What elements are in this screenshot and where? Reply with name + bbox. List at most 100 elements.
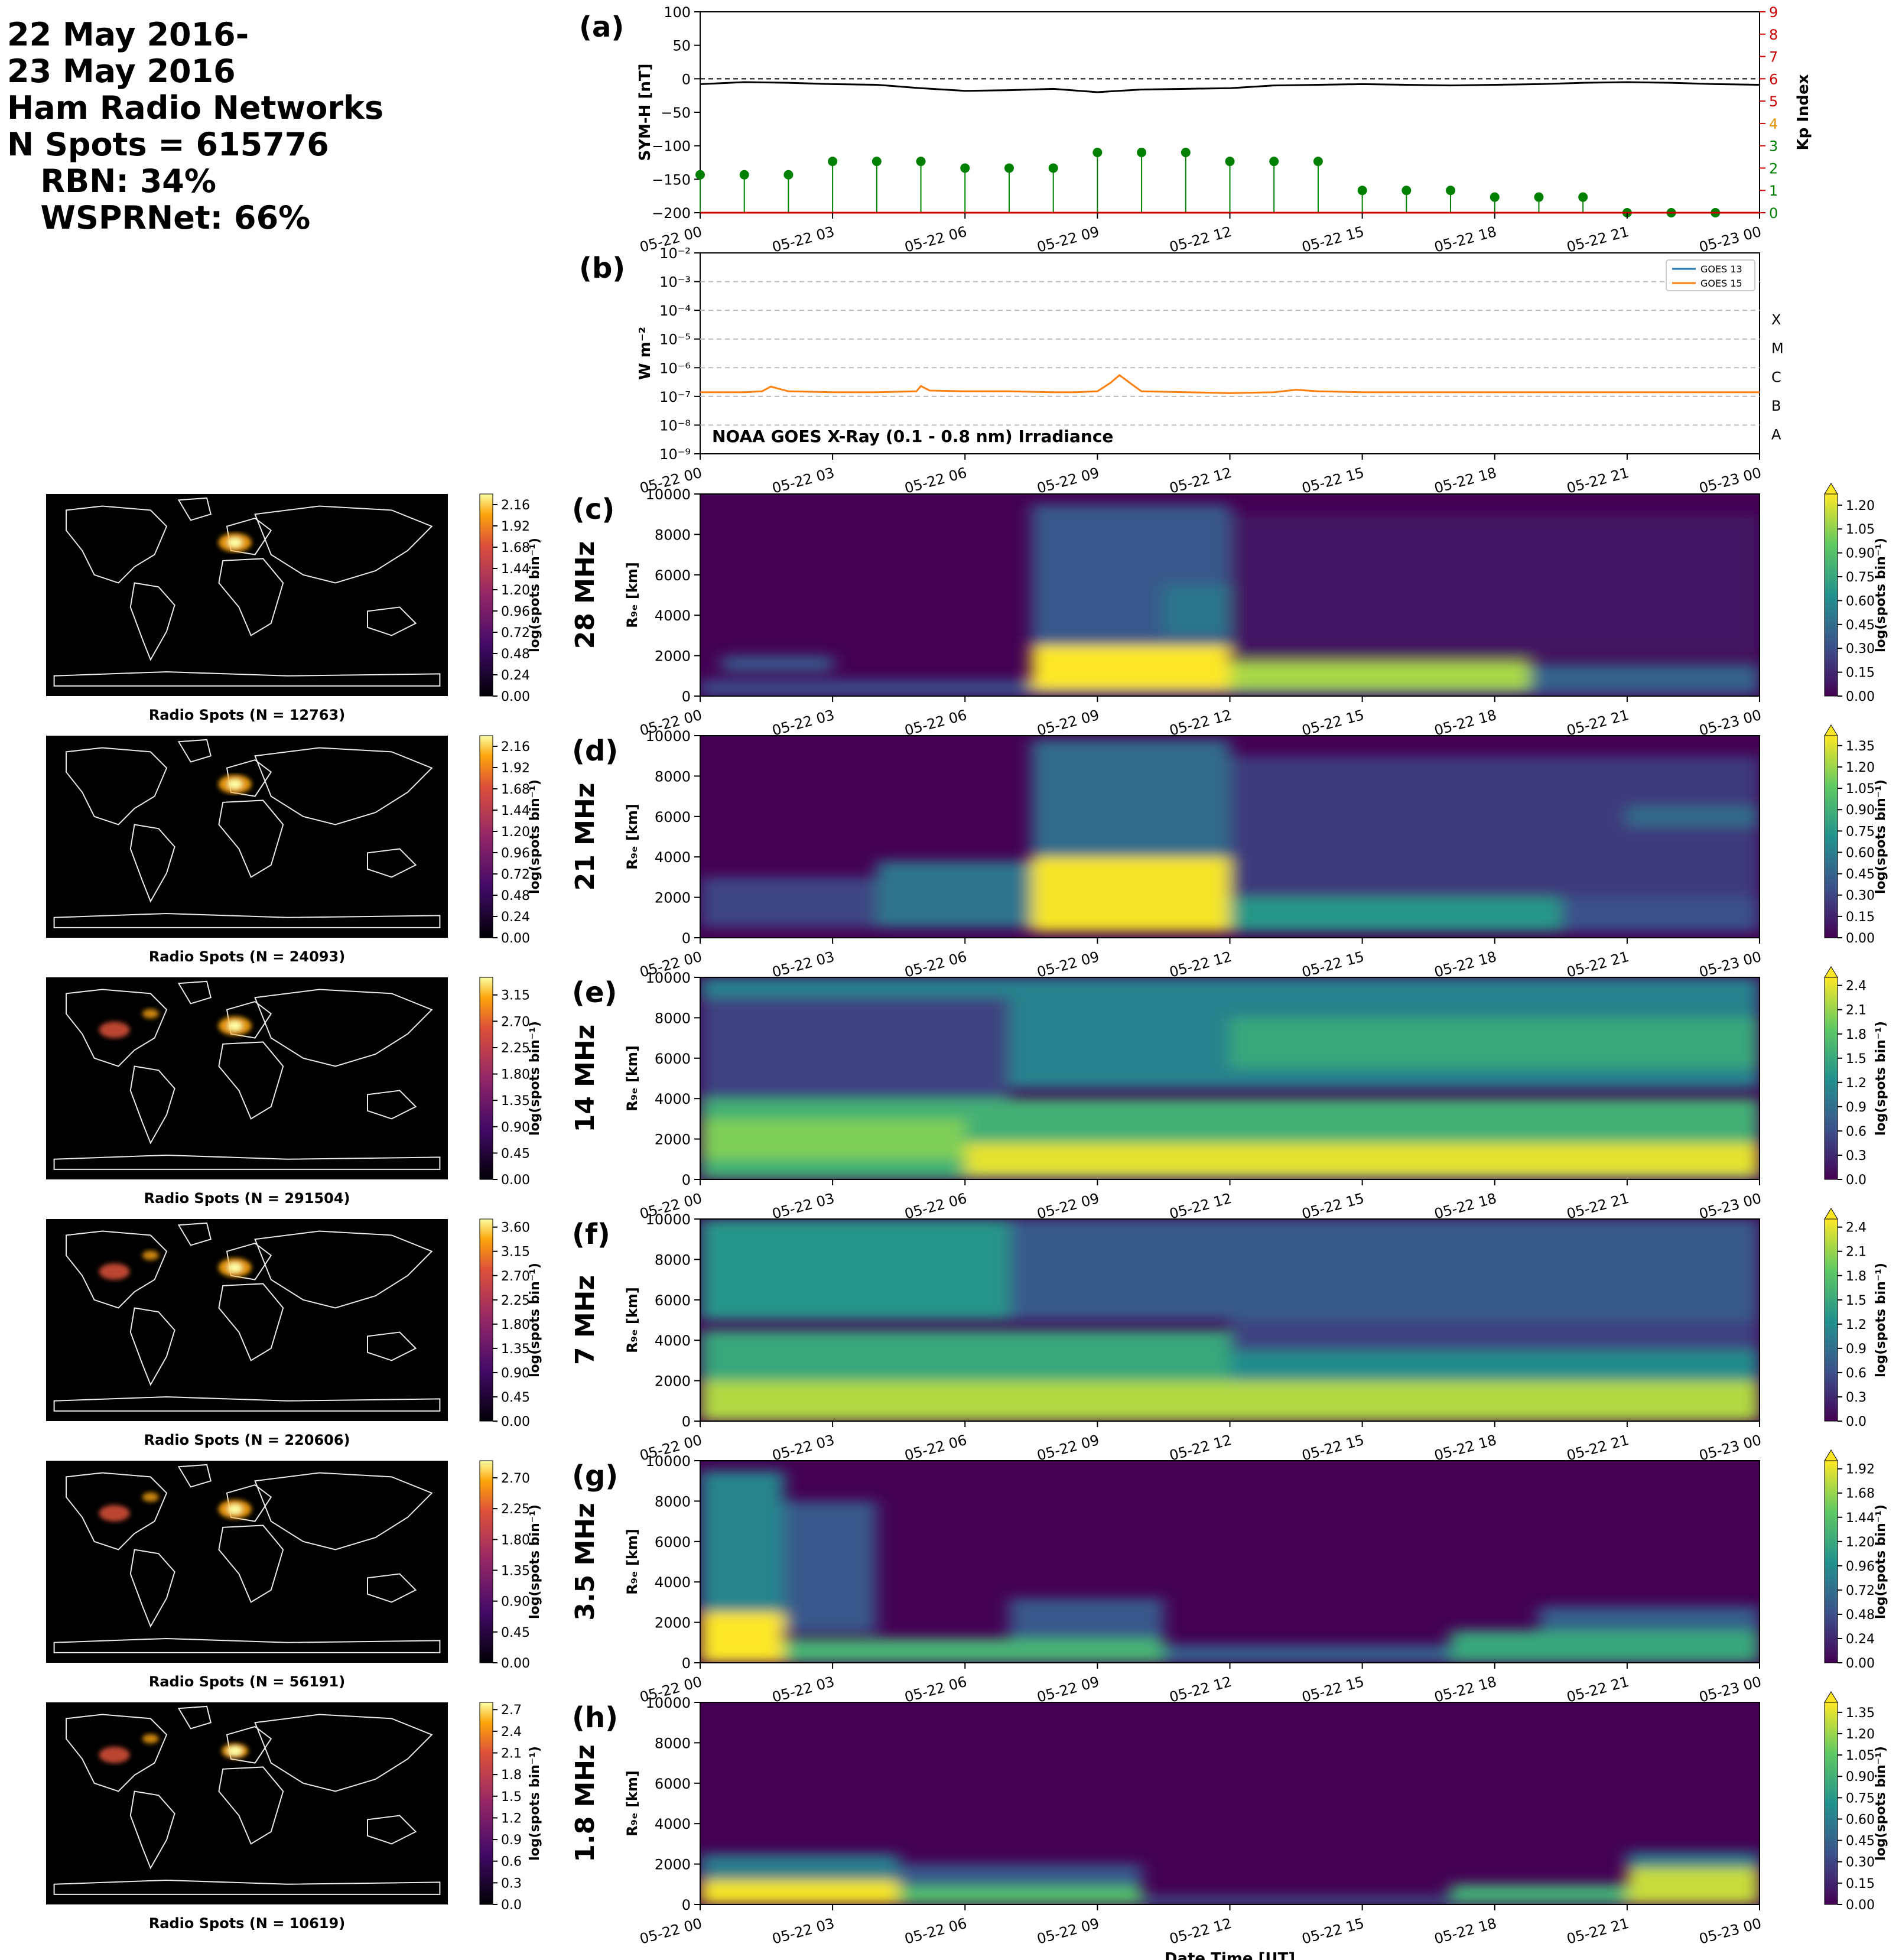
y2-tick-label: 9 — [1769, 4, 1778, 21]
colorbar-tick-label: 0.30 — [1846, 642, 1875, 656]
heatmap-region — [1163, 584, 1230, 636]
hotspot-north-america — [99, 1504, 130, 1522]
spot-density — [218, 775, 252, 794]
heatmap-density-blur — [700, 1219, 1760, 1421]
panel-label: (b) — [579, 252, 625, 285]
coastline — [177, 1464, 212, 1488]
coastline — [129, 1549, 175, 1628]
heatmap-colorbar — [1824, 1460, 1838, 1663]
heatmap-region — [965, 1143, 1760, 1176]
x-tick-label: 05-22 09 — [1035, 1915, 1101, 1948]
map-colorbar-tick-label: 0.3 — [501, 1876, 522, 1891]
x-tick-label: 05-22 09 — [1035, 948, 1101, 981]
heatmap-region — [1230, 1018, 1760, 1068]
x-tick-label: 05-22 21 — [1565, 1432, 1631, 1464]
x-tick-label: 05-22 03 — [770, 464, 836, 497]
map-background — [46, 494, 448, 696]
heatmap-density — [700, 504, 1760, 696]
heatmap-region — [1230, 514, 1760, 656]
coastline — [129, 1790, 175, 1870]
map-colorbar-tick-label: 1.80 — [501, 1068, 530, 1083]
panel-e: 0 2000 4000 6000 8000 10000 R₉ₑ [km] 14 MHz (e) 0… — [570, 966, 1888, 1223]
map-colorbar-tick-label: 0.6 — [501, 1855, 522, 1870]
heatmap-region — [700, 1330, 1230, 1381]
x-tick-label: 05-22 18 — [1432, 1190, 1498, 1223]
map-caption: Radio Spots (N = 12763) — [149, 707, 345, 723]
hotspot-europe-core — [227, 538, 242, 548]
map-colorbar — [479, 1218, 493, 1422]
x-tick-label: 05-22 06 — [903, 1673, 968, 1706]
colorbar-tick-label: 0.60 — [1846, 846, 1875, 860]
map-background — [46, 1461, 448, 1663]
x-tick-label: 05-22 18 — [1432, 707, 1498, 739]
y2-tick-label: 1 — [1769, 183, 1778, 199]
spot-density — [218, 533, 252, 552]
x-tick-label: 05-22 15 — [1300, 1915, 1365, 1948]
x-tick-label: 05-22 21 — [1565, 1915, 1631, 1948]
x-tick-label: 05-23 00 — [1698, 1673, 1763, 1706]
colorbar-tick-label: 0.3 — [1846, 1390, 1867, 1405]
heatmap-region — [876, 861, 1032, 928]
map-background — [46, 1702, 448, 1904]
heatmap-region — [1230, 1350, 1760, 1381]
heatmap-colorbar — [1824, 735, 1838, 938]
coastline — [66, 989, 168, 1067]
kp-point — [1313, 157, 1323, 167]
colorbar-label: log(spots bin⁻¹) — [1874, 538, 1888, 652]
coastline — [66, 1714, 168, 1792]
spot-density — [99, 1009, 252, 1038]
colorbar-tick-label: 0.75 — [1846, 824, 1875, 839]
colorbar-tick-label: 2.4 — [1846, 1221, 1867, 1236]
heatmap-region — [1031, 739, 1230, 857]
y-tick-label: 50 — [672, 38, 691, 54]
kp-point — [1048, 163, 1058, 173]
colorbar-tick-label: 2.1 — [1846, 1245, 1867, 1260]
x-tick-label: 05-22 03 — [770, 1915, 836, 1948]
heatmap-density-blur — [700, 504, 1760, 696]
y-tick-label: 0 — [682, 71, 691, 87]
kp-point — [1269, 157, 1279, 167]
map-colorbar-tick-label: 0.48 — [501, 647, 530, 662]
kp-point — [960, 163, 970, 173]
colorbar-tick-label: 0.15 — [1846, 910, 1875, 925]
x-tick-label: 05-22 03 — [770, 223, 836, 256]
map-colorbar-tick-label: 1.20 — [501, 825, 530, 840]
y-tick-label: −150 — [652, 171, 691, 188]
x-axis-label: Date Time [UT] — [1165, 1950, 1295, 1960]
map-colorbar — [479, 1702, 493, 1905]
colorbar-extend-arrow — [1824, 483, 1838, 495]
map-colorbar-tick-label: 0.0 — [501, 1898, 522, 1913]
panel-a: 100 50 0 −50 −100 −150 −200 0 1 2 3 4 5 6 7 8 9 SYM-H [nT… — [579, 4, 1812, 256]
band-label: 14 MHz — [570, 1025, 600, 1133]
y-tick-label: 10⁻² — [659, 245, 691, 262]
y-tick-label: 2000 — [655, 1373, 691, 1390]
heatmap-colorbar — [1824, 1702, 1838, 1905]
legend-label-goes13: GOES 13 — [1700, 264, 1742, 275]
coastline — [177, 1705, 212, 1730]
map-colorbar-tick-label: 2.70 — [501, 1269, 530, 1284]
spot-density — [99, 1734, 248, 1763]
colorbar-tick-label: 0.0 — [1846, 1173, 1867, 1188]
header-line: WSPRNet: 66% — [7, 199, 311, 236]
plot-annotation: NOAA GOES X-Ray (0.1 - 0.8 nm) Irradianc… — [712, 427, 1113, 446]
map-colorbar-tick-label: 1.2 — [501, 1811, 522, 1826]
map-colorbar-tick-label: 0.00 — [501, 1415, 530, 1429]
x-tick-label: 05-22 06 — [903, 707, 968, 739]
heatmap-region — [700, 877, 877, 928]
colorbar-extend-arrow — [1824, 966, 1838, 978]
plot-frame — [700, 252, 1760, 454]
y-tick-label: 8000 — [655, 768, 691, 785]
x-tick-label: 05-22 15 — [1300, 707, 1365, 739]
coastline — [53, 1396, 441, 1412]
legend-label-goes15: GOES 15 — [1700, 278, 1742, 289]
kp-point — [695, 170, 705, 180]
map-colorbar-tick-label: 0.96 — [501, 604, 530, 619]
colorbar-extend-arrow — [1824, 1208, 1838, 1220]
map-background — [46, 736, 448, 938]
colorbar-tick-label: 0.72 — [1846, 1584, 1875, 1598]
y-axis-label: W m⁻² — [636, 327, 654, 380]
heatmap-region — [1009, 1598, 1164, 1639]
x-tick-label: 05-22 12 — [1168, 1915, 1233, 1948]
hotspot-europe-core — [227, 1746, 242, 1756]
